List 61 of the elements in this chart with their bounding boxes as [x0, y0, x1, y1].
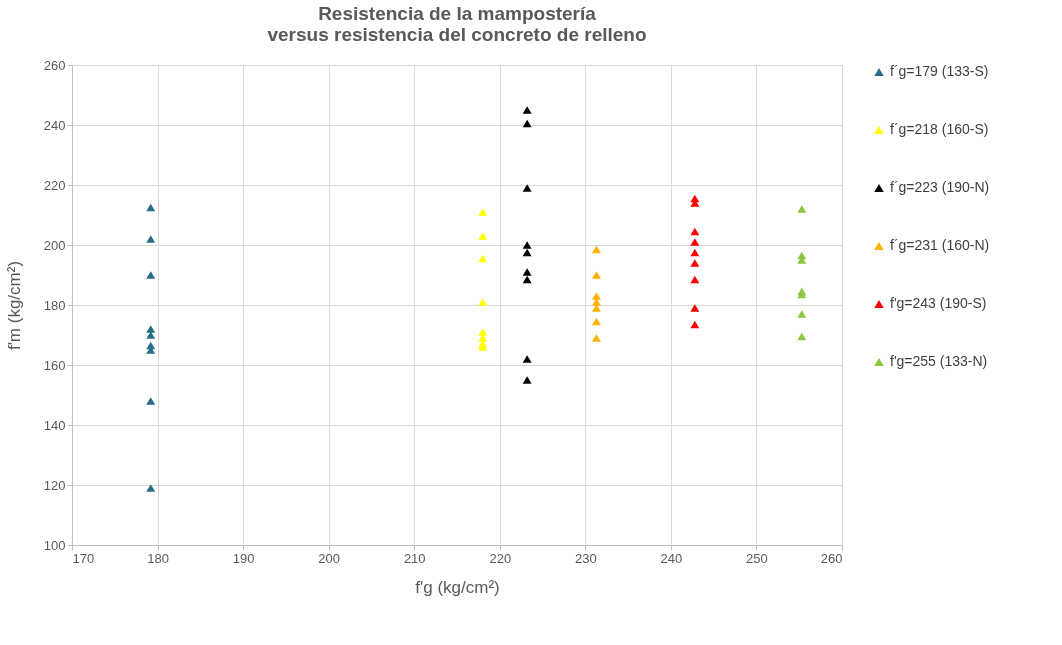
legend-label: f'g=243 (190-S) — [890, 295, 987, 311]
x-tick-label: 190 — [232, 550, 255, 566]
point — [522, 268, 532, 276]
point — [522, 119, 532, 128]
x-tick-label: 180 — [147, 550, 169, 566]
point — [146, 325, 156, 333]
x-tick-label: 170 — [72, 550, 95, 566]
legend-label: f´g=179 (133-S) — [890, 63, 989, 79]
point — [146, 484, 156, 492]
point — [591, 334, 601, 342]
point — [146, 331, 156, 339]
point — [146, 235, 156, 243]
chart-title: Resistencia de la mampostería versus resistencia del concreto de relleno — [267, 3, 647, 45]
point — [797, 205, 807, 213]
x-tick-label: 230 — [574, 550, 597, 566]
point — [690, 238, 700, 246]
y-tick-label: 140 — [43, 417, 66, 433]
y-tick-label: 200 — [43, 237, 66, 253]
y-axis-title: f'm (kg/cm²) — [4, 260, 24, 351]
point — [591, 245, 601, 254]
point — [522, 355, 532, 363]
point — [522, 241, 532, 249]
y-tick-label: 240 — [43, 117, 66, 133]
point — [797, 310, 807, 318]
point — [591, 298, 601, 306]
point — [591, 271, 601, 279]
point — [690, 259, 700, 267]
x-tick-label: 260 — [820, 550, 843, 566]
legend-label: f´g=218 (160-S) — [890, 121, 989, 137]
point — [690, 304, 700, 312]
x-tick-label: 220 — [489, 550, 512, 566]
legend-label: f'g=255 (133-N) — [890, 353, 988, 369]
legend-label: f´g=223 (190-N) — [890, 179, 990, 195]
y-tick-label: 260 — [43, 57, 66, 73]
point — [478, 334, 488, 342]
point — [522, 376, 532, 384]
point — [146, 271, 156, 279]
point — [591, 304, 601, 312]
y-tick-label: 120 — [43, 477, 66, 493]
point — [478, 298, 488, 306]
x-tick-label: 200 — [318, 550, 341, 566]
y-tick-label: 160 — [43, 357, 66, 373]
point — [478, 328, 488, 336]
point — [522, 275, 532, 284]
x-tick-label: 250 — [746, 550, 768, 566]
x-axis-title: f'g (kg/cm²) — [415, 577, 500, 597]
y-tick-label: 220 — [43, 177, 66, 193]
point — [522, 106, 532, 114]
x-tick-label: 210 — [403, 550, 426, 566]
y-tick-label: 100 — [43, 537, 66, 553]
point — [591, 317, 601, 326]
point — [478, 232, 488, 240]
point — [146, 203, 156, 212]
x-tick-label: 240 — [660, 550, 683, 566]
y-tick-label: 180 — [43, 297, 66, 313]
point — [478, 208, 488, 216]
point — [522, 184, 532, 192]
legend-label: f´g=231 (160-N) — [890, 237, 990, 253]
point — [146, 397, 156, 405]
point — [591, 292, 601, 300]
point — [522, 248, 532, 257]
